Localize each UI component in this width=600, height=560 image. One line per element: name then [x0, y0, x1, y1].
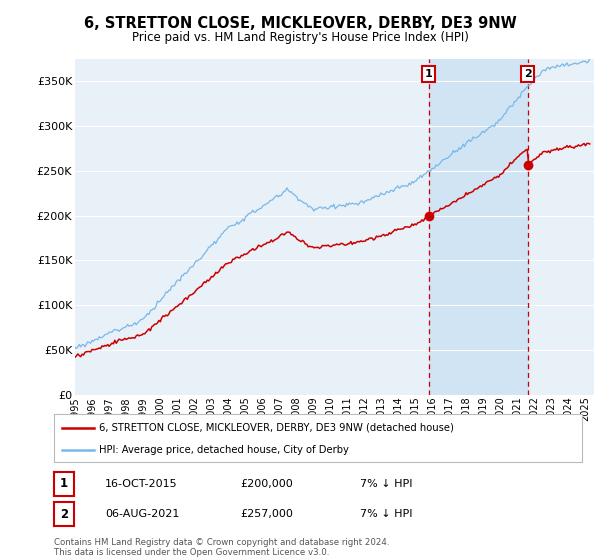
Text: 06-AUG-2021: 06-AUG-2021 [105, 510, 179, 519]
Text: Price paid vs. HM Land Registry's House Price Index (HPI): Price paid vs. HM Land Registry's House … [131, 31, 469, 44]
Text: 2: 2 [524, 69, 532, 79]
Text: 1: 1 [425, 69, 433, 79]
Text: £200,000: £200,000 [240, 479, 293, 488]
Text: 16-OCT-2015: 16-OCT-2015 [105, 479, 178, 488]
Text: 2: 2 [60, 508, 68, 521]
Text: 7% ↓ HPI: 7% ↓ HPI [360, 510, 413, 519]
Text: Contains HM Land Registry data © Crown copyright and database right 2024.
This d: Contains HM Land Registry data © Crown c… [54, 538, 389, 557]
Text: 7% ↓ HPI: 7% ↓ HPI [360, 479, 413, 488]
Text: 6, STRETTON CLOSE, MICKLEOVER, DERBY, DE3 9NW (detached house): 6, STRETTON CLOSE, MICKLEOVER, DERBY, DE… [99, 423, 454, 433]
Text: 1: 1 [60, 477, 68, 490]
Text: 6, STRETTON CLOSE, MICKLEOVER, DERBY, DE3 9NW: 6, STRETTON CLOSE, MICKLEOVER, DERBY, DE… [83, 16, 517, 31]
Text: £257,000: £257,000 [240, 510, 293, 519]
Bar [429, 59, 527, 395]
Text: HPI: Average price, detached house, City of Derby: HPI: Average price, detached house, City… [99, 445, 349, 455]
